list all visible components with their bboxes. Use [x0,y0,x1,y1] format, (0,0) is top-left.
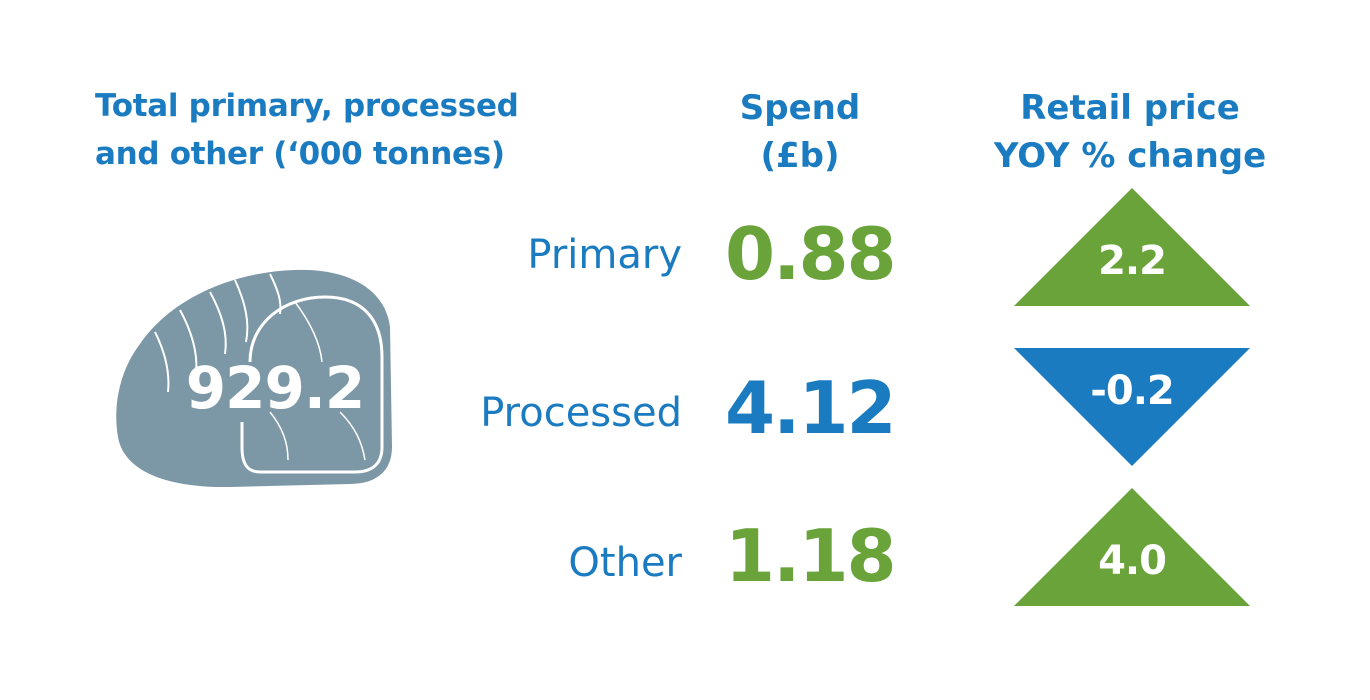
change-value-processed: -0.2 [1090,368,1174,414]
up-triangle-icon: 4.0 [1014,488,1250,606]
spend-title: Spend (£b) [720,84,880,180]
row-label-processed: Processed [480,390,682,436]
meat-joint-icon [110,262,400,492]
total-tonnes-value: 929.2 [185,354,365,422]
change-value-primary: 2.2 [1098,238,1167,284]
change-title-line-2: YOY % change [993,136,1267,176]
change-title: Retail price YOY % change [965,84,1295,180]
total-title: Total primary, processed and other (‘000… [95,82,565,178]
spend-value-processed: 4.12 [725,366,897,450]
down-triangle-icon: -0.2 [1014,348,1250,466]
total-title-line-1: Total primary, processed [95,88,519,124]
row-label-other: Other [568,540,682,586]
spend-value-other: 1.18 [725,514,897,598]
spend-title-line-2: (£b) [760,136,840,176]
spend-value-primary: 0.88 [725,212,897,296]
spend-title-line-1: Spend [739,88,861,128]
row-label-primary: Primary [527,232,682,278]
change-title-line-1: Retail price [1020,88,1240,128]
change-value-other: 4.0 [1098,538,1167,584]
total-title-line-2: and other (‘000 tonnes) [95,136,505,172]
up-triangle-icon: 2.2 [1014,188,1250,306]
